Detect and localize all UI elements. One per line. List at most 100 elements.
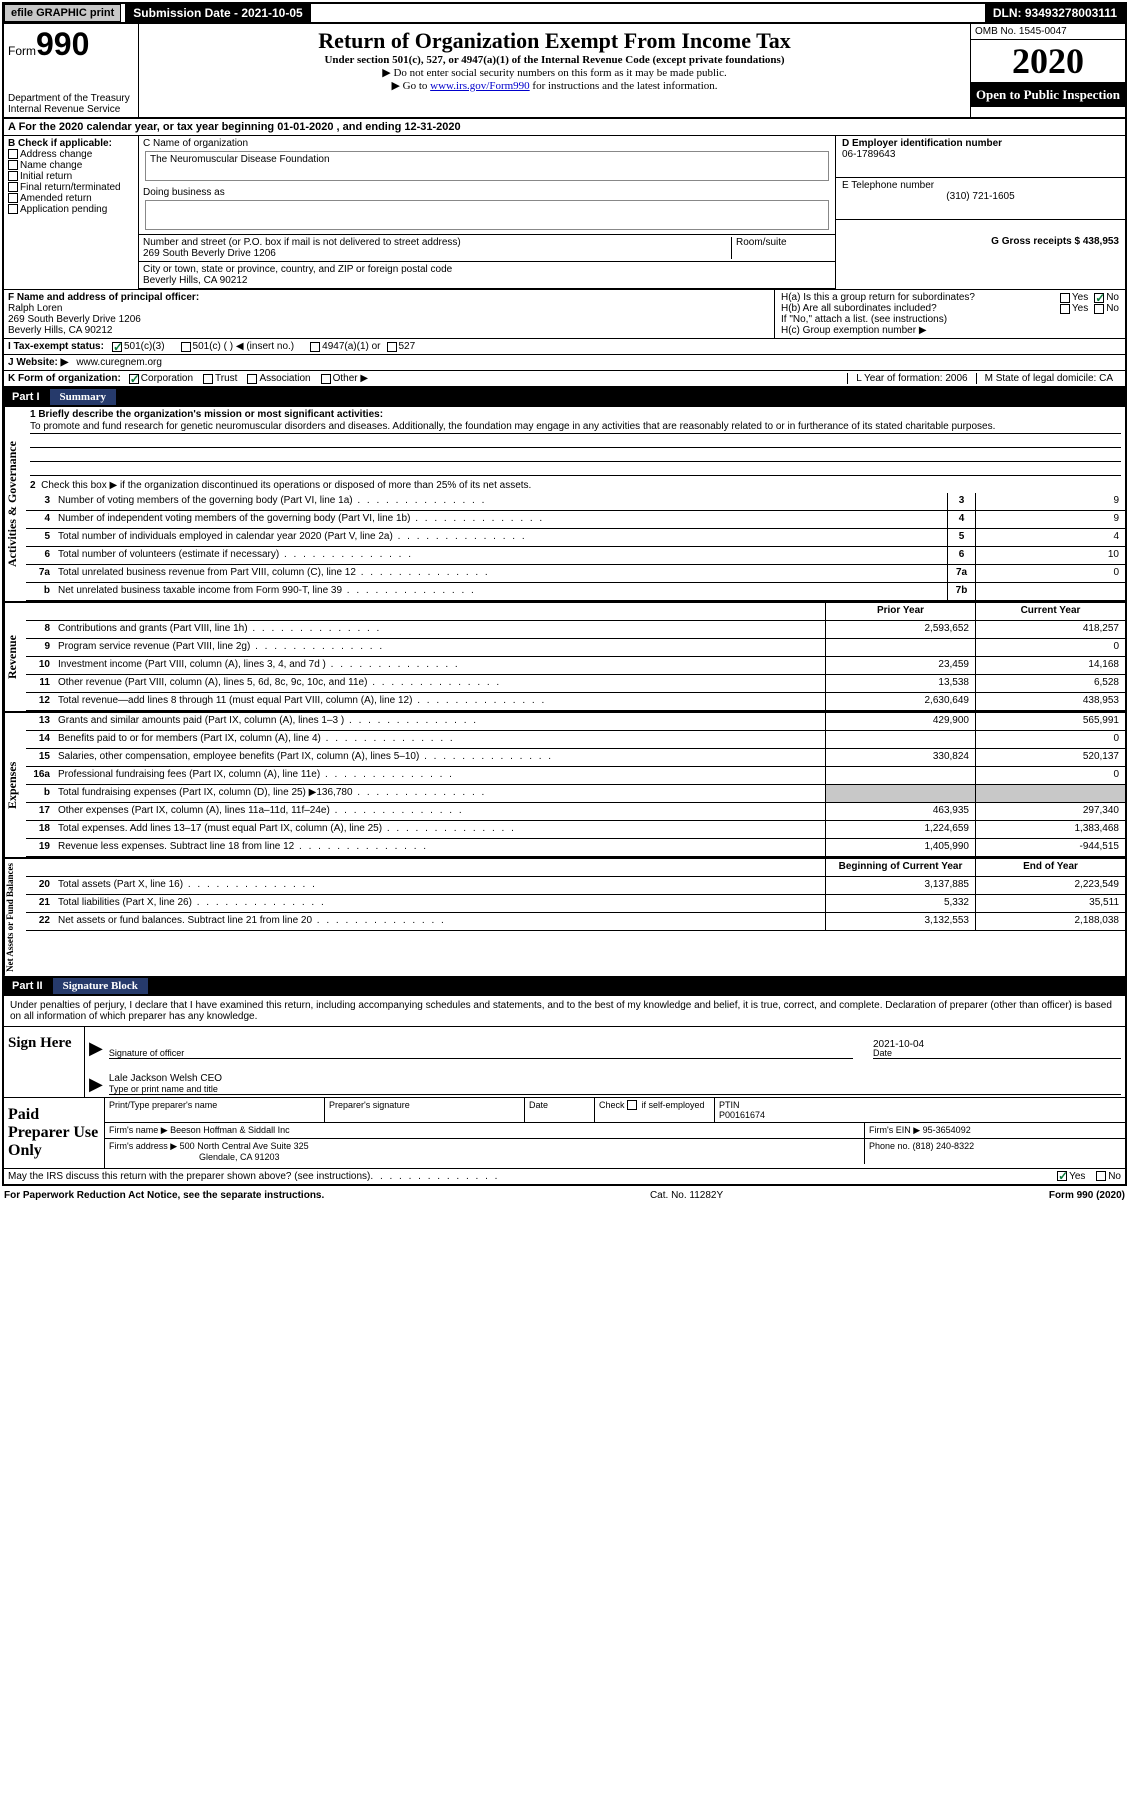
table-row: 17 Other expenses (Part IX, column (A), …	[26, 803, 1125, 821]
table-row: 4 Number of independent voting members o…	[26, 511, 1125, 529]
page-footer: For Paperwork Reduction Act Notice, see …	[0, 1188, 1129, 1203]
sig-date-field: 2021-10-04 Date	[873, 1029, 1121, 1059]
current-year-header: Current Year	[975, 603, 1125, 620]
org-name: The Neuromuscular Disease Foundation	[145, 151, 829, 181]
prep-check-self: Check if self-employed	[595, 1098, 715, 1122]
omb-number: OMB No. 1545-0047	[971, 24, 1125, 40]
box-f-label: F Name and address of principal officer:	[8, 292, 199, 303]
opt-name-change: Name change	[8, 160, 134, 171]
table-row: 21 Total liabilities (Part X, line 26) 5…	[26, 895, 1125, 913]
officer-signature-field[interactable]: Signature of officer	[109, 1038, 853, 1059]
checkbox-initial[interactable]	[8, 171, 18, 181]
box-i: I Tax-exempt status: 501(c)(3) 501(c) ( …	[4, 339, 1125, 355]
part-1-title: Summary	[50, 389, 116, 405]
box-b: B Check if applicable: Address change Na…	[4, 136, 139, 289]
table-row: 11 Other revenue (Part VIII, column (A),…	[26, 675, 1125, 693]
table-row: 19 Revenue less expenses. Subtract line …	[26, 839, 1125, 857]
officer-addr1: 269 South Beverly Drive 1206	[8, 314, 141, 325]
line-a: A For the 2020 calendar year, or tax yea…	[4, 119, 1125, 136]
box-f: F Name and address of principal officer:…	[4, 290, 775, 338]
paid-preparer-section: Paid Preparer Use Only Print/Type prepar…	[4, 1097, 1125, 1168]
na-header-row: Beginning of Current Year End of Year	[26, 859, 1125, 877]
c-dba-row: Doing business as	[139, 185, 835, 235]
checkbox-name[interactable]	[8, 160, 18, 170]
sign-here-section: Sign Here ▶ Signature of officer 2021-10…	[4, 1026, 1125, 1097]
line-a-text: A For the 2020 calendar year, or tax yea…	[8, 121, 461, 133]
opt-pending: Application pending	[8, 204, 134, 215]
c-name-row: C Name of organization The Neuromuscular…	[139, 136, 835, 185]
other-checkbox[interactable]	[321, 374, 331, 384]
table-row: 9 Program service revenue (Part VIII, li…	[26, 639, 1125, 657]
checkbox-amended[interactable]	[8, 193, 18, 203]
mission-blank-3	[30, 462, 1121, 476]
mission-blank-2	[30, 448, 1121, 462]
boxes-d-g: D Employer identification number 06-1789…	[835, 136, 1125, 289]
expenses-section: Expenses 13 Grants and similar amounts p…	[4, 711, 1125, 857]
box-k-label: K Form of organization:	[8, 373, 121, 384]
end-year-header: End of Year	[975, 859, 1125, 876]
part-1-header: Part I Summary	[4, 387, 1125, 407]
discuss-yes-checkbox[interactable]	[1057, 1171, 1067, 1181]
4947-checkbox[interactable]	[310, 342, 320, 352]
self-employed-checkbox[interactable]	[627, 1100, 637, 1110]
c-addr-row: Number and street (or P.O. box if mail i…	[139, 235, 835, 262]
discuss-no-checkbox[interactable]	[1096, 1171, 1106, 1181]
hb-yes-checkbox[interactable]	[1060, 304, 1070, 314]
checkbox-final[interactable]	[8, 182, 18, 192]
mission-block: 1 Briefly describe the organization's mi…	[26, 407, 1125, 478]
form-label: Form	[8, 44, 36, 58]
header-left: Form990 Department of the Treasury Inter…	[4, 24, 139, 117]
sig-arrow-1: ▶	[89, 1038, 103, 1059]
header-sub3: ▶ Go to www.irs.gov/Form990 for instruct…	[143, 79, 966, 92]
header-sub1: Under section 501(c), 527, or 4947(a)(1)…	[143, 54, 966, 66]
opt-initial: Initial return	[8, 171, 134, 182]
revenue-section: Revenue Prior Year Current Year 8 Contri…	[4, 601, 1125, 711]
tax-year: 2020	[971, 40, 1125, 83]
c-addr-label: Number and street (or P.O. box if mail i…	[143, 237, 731, 248]
governance-rows: 3 Number of voting members of the govern…	[26, 493, 1125, 601]
side-label-rev: Revenue	[4, 603, 26, 711]
table-row: b Total fundraising expenses (Part IX, c…	[26, 785, 1125, 803]
501c-checkbox[interactable]	[181, 342, 191, 352]
mission-text: To promote and fund research for genetic…	[30, 420, 1121, 434]
revenue-rows: 8 Contributions and grants (Part VIII, l…	[26, 621, 1125, 711]
form-footer: Form 990 (2020)	[1049, 1190, 1125, 1201]
c-city-label: City or town, state or province, country…	[143, 264, 831, 275]
ha-yes-checkbox[interactable]	[1060, 293, 1070, 303]
prep-row-2: Firm's name ▶ Beeson Hoffman & Siddall I…	[105, 1123, 1125, 1139]
officer-name: Ralph Loren	[8, 303, 62, 314]
phone-value: (310) 721-1605	[842, 191, 1119, 202]
corp-checkbox[interactable]	[129, 374, 139, 384]
c-city-row: City or town, state or province, country…	[139, 262, 835, 289]
paid-preparer-label: Paid Preparer Use Only	[4, 1098, 104, 1168]
form-990-container: efile GRAPHIC print Submission Date - 20…	[2, 2, 1127, 1186]
ha-no-checkbox[interactable]	[1094, 293, 1104, 303]
trust-checkbox[interactable]	[203, 374, 213, 384]
opt-final: Final return/terminated	[8, 182, 134, 193]
box-j-label: J Website: ▶	[8, 357, 68, 368]
checkbox-pending[interactable]	[8, 204, 18, 214]
h-b-label: H(b) Are all subordinates included?	[781, 303, 1060, 314]
hb-no-checkbox[interactable]	[1094, 304, 1104, 314]
side-label-na: Net Assets or Fund Balances	[4, 859, 26, 976]
box-i-label: I Tax-exempt status:	[8, 341, 104, 352]
activities-governance-section: Activities & Governance 1 Briefly descri…	[4, 407, 1125, 601]
form990-link[interactable]: www.irs.gov/Form990	[430, 80, 530, 92]
dba-value	[145, 200, 829, 230]
dept-irs: Internal Revenue Service	[8, 104, 134, 115]
prep-row-3: Firm's address ▶ 500 North Central Ave S…	[105, 1139, 1125, 1164]
527-checkbox[interactable]	[387, 342, 397, 352]
expense-rows: 13 Grants and similar amounts paid (Part…	[26, 713, 1125, 857]
paperwork-notice: For Paperwork Reduction Act Notice, see …	[4, 1190, 324, 1201]
assoc-checkbox[interactable]	[247, 374, 257, 384]
checkbox-address[interactable]	[8, 149, 18, 159]
501c3-checkbox[interactable]	[112, 342, 122, 352]
part-1-label: Part I	[12, 391, 40, 403]
opt-address-change: Address change	[8, 149, 134, 160]
efile-print-button[interactable]: efile GRAPHIC print	[4, 4, 121, 22]
header-right: OMB No. 1545-0047 2020 Open to Public In…	[970, 24, 1125, 117]
cat-number: Cat. No. 11282Y	[650, 1190, 723, 1201]
firm-address: Firm's address ▶ 500 North Central Ave S…	[105, 1139, 865, 1164]
box-h: H(a) Is this a group return for subordin…	[775, 290, 1125, 338]
box-l: L Year of formation: 2006	[847, 373, 975, 384]
